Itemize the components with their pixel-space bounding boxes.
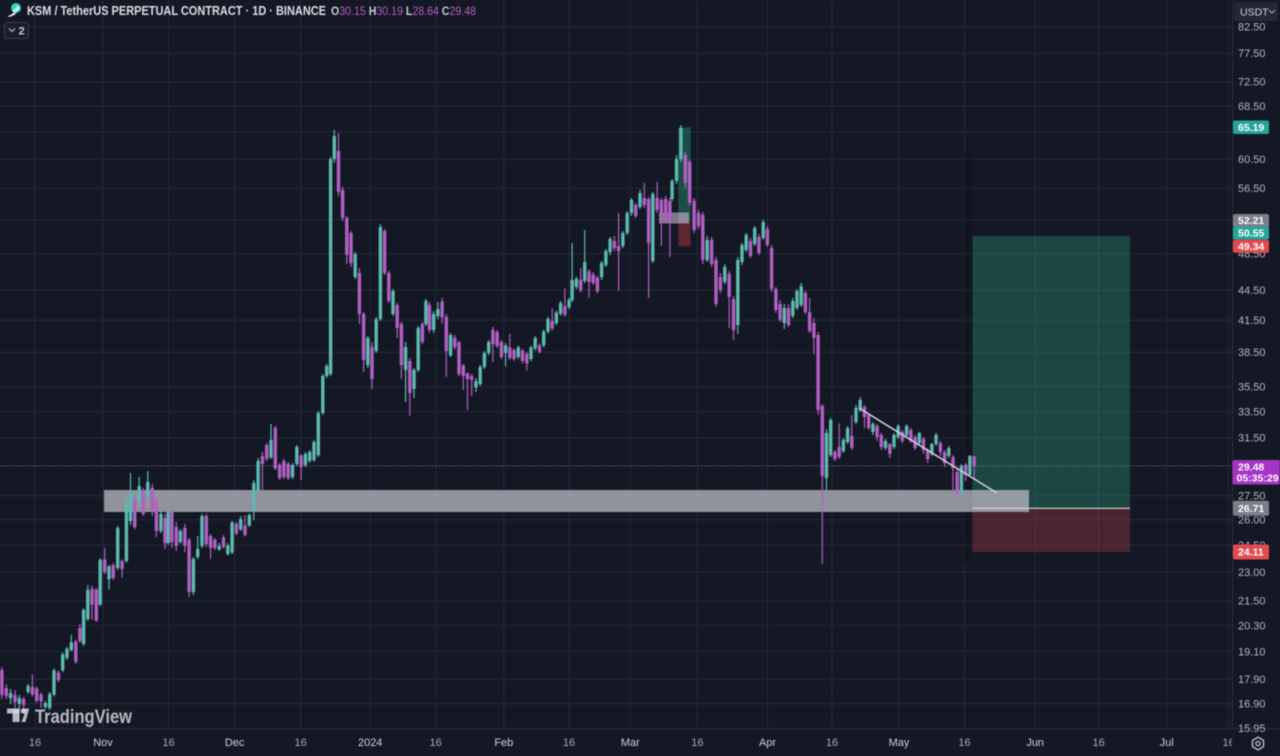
svg-text:May: May <box>889 737 910 749</box>
svg-text:Jun: Jun <box>1026 737 1044 749</box>
svg-text:O30.15 H30.19 L28.64 C29.48: O30.15 H30.19 L28.64 C29.48 <box>331 4 476 18</box>
svg-text:33.50: 33.50 <box>1238 406 1266 418</box>
svg-text:50.55: 50.55 <box>1238 228 1264 240</box>
svg-text:56.50: 56.50 <box>1238 183 1266 195</box>
svg-text:68.50: 68.50 <box>1238 101 1266 113</box>
svg-text:16: 16 <box>29 737 41 749</box>
svg-text:19.10: 19.10 <box>1238 646 1266 658</box>
svg-text:Feb: Feb <box>494 737 513 749</box>
svg-text:16: 16 <box>1092 737 1104 749</box>
svg-text:24.11: 24.11 <box>1238 547 1264 559</box>
svg-text:Mar: Mar <box>621 737 640 749</box>
svg-text:Nov: Nov <box>93 737 113 749</box>
svg-text:23.00: 23.00 <box>1238 567 1266 579</box>
svg-text:2024: 2024 <box>358 737 382 749</box>
svg-text:20.30: 20.30 <box>1238 620 1266 632</box>
svg-text:60.50: 60.50 <box>1238 154 1266 166</box>
svg-text:KSM / TetherUS PERPETUAL CONTR: KSM / TetherUS PERPETUAL CONTRACT · 1D ·… <box>27 3 326 18</box>
svg-text:52.21: 52.21 <box>1238 215 1264 227</box>
svg-text:82.50: 82.50 <box>1238 22 1266 34</box>
svg-text:USDT: USDT <box>1240 7 1269 19</box>
svg-text:16: 16 <box>430 737 442 749</box>
svg-text:26.71: 26.71 <box>1238 503 1264 515</box>
svg-text:16: 16 <box>826 737 838 749</box>
svg-text:Apr: Apr <box>759 737 776 749</box>
svg-text:41.50: 41.50 <box>1238 315 1266 327</box>
svg-text:21.50: 21.50 <box>1238 596 1266 608</box>
svg-text:16.90: 16.90 <box>1238 699 1266 711</box>
svg-text:38.50: 38.50 <box>1238 347 1266 359</box>
svg-text:44.50: 44.50 <box>1238 285 1266 297</box>
svg-text:16: 16 <box>691 737 703 749</box>
svg-text:15.95: 15.95 <box>1238 723 1266 735</box>
svg-text:49.34: 49.34 <box>1238 241 1264 253</box>
svg-text:05:35:29: 05:35:29 <box>1237 473 1279 485</box>
svg-text:2: 2 <box>19 26 25 38</box>
svg-text:17.90: 17.90 <box>1238 674 1266 686</box>
svg-text:TradingView: TradingView <box>35 707 132 728</box>
svg-text:16: 16 <box>958 737 970 749</box>
svg-text:35.50: 35.50 <box>1238 382 1266 394</box>
svg-text:29.48: 29.48 <box>1238 462 1264 474</box>
svg-text:16: 16 <box>162 737 174 749</box>
svg-text:26.00: 26.00 <box>1238 515 1266 527</box>
svg-text:Jul: Jul <box>1160 737 1174 749</box>
svg-text:77.50: 77.50 <box>1238 48 1266 60</box>
svg-text:72.50: 72.50 <box>1238 77 1266 89</box>
svg-text:16: 16 <box>1222 737 1234 749</box>
svg-text:27.50: 27.50 <box>1238 491 1266 503</box>
svg-text:65.19: 65.19 <box>1238 122 1264 134</box>
svg-text:31.50: 31.50 <box>1238 433 1266 445</box>
svg-text:16: 16 <box>294 737 306 749</box>
svg-text:Dec: Dec <box>225 737 245 749</box>
svg-text:16: 16 <box>563 737 575 749</box>
